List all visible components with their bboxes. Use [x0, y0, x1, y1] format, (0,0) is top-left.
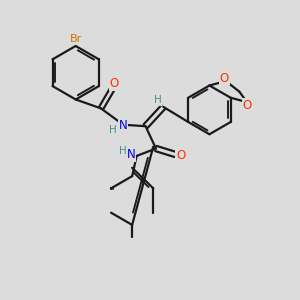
- Text: O: O: [220, 72, 229, 85]
- Text: O: O: [176, 149, 185, 162]
- Text: H: H: [154, 95, 162, 105]
- Text: Br: Br: [70, 34, 82, 44]
- Text: N: N: [119, 119, 128, 132]
- Text: H: H: [109, 125, 117, 135]
- Text: O: O: [109, 77, 119, 90]
- Text: H: H: [119, 146, 127, 156]
- Text: N: N: [127, 148, 136, 161]
- Text: O: O: [243, 99, 252, 112]
